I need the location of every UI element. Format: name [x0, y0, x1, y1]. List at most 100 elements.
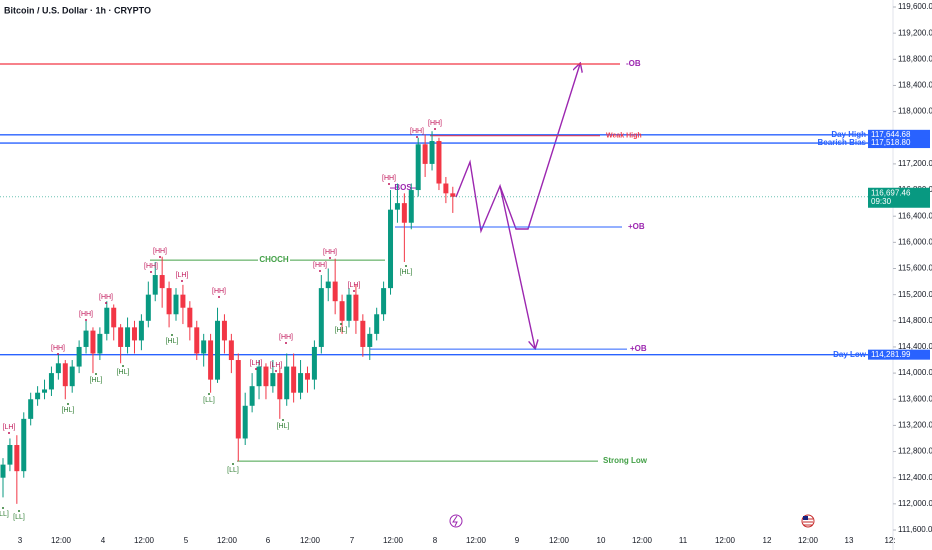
y-tick-label: 113,200.00 — [898, 421, 932, 430]
candle-body — [83, 330, 89, 347]
chart-title: Bitcoin / U.S. Dollar · 1h · CRYPTO — [4, 5, 151, 15]
candle-body — [194, 327, 200, 354]
level-label: Bearish Bias — [818, 138, 867, 147]
candle-body — [125, 327, 131, 347]
swing-dot — [171, 334, 173, 336]
swing-label: [HL] — [90, 377, 103, 384]
swing-label: [LH] — [3, 424, 16, 431]
swing-label: [HL] — [277, 423, 290, 430]
y-tick-label: 118,800.00 — [898, 54, 932, 63]
swing-dot — [218, 296, 220, 298]
candle-body — [152, 275, 158, 295]
y-tick-label: 111,600.00 — [898, 525, 932, 534]
price-badge — [868, 138, 930, 149]
candle-body — [138, 320, 144, 341]
swing-dot — [353, 290, 355, 292]
candle-body — [374, 314, 380, 334]
x-tick-label: 10 — [597, 536, 606, 545]
candle-body — [90, 330, 96, 354]
y-tick-label: 114,400.00 — [898, 342, 932, 351]
price-badge — [868, 129, 930, 140]
candle-body — [422, 144, 428, 164]
x-tick-label: 12:00 — [300, 536, 321, 545]
candle-body — [401, 203, 407, 223]
candle-body — [28, 399, 34, 419]
candle-body — [429, 141, 435, 164]
candle-body — [187, 307, 193, 328]
swing-label: [LL] — [13, 514, 25, 521]
swing-dot — [285, 342, 287, 344]
swing-dot — [57, 353, 59, 355]
candle-body — [159, 275, 165, 289]
swing-label: [HH] — [79, 311, 93, 318]
x-tick-label: 12:00 — [134, 536, 155, 545]
swing-label: [HH] — [144, 263, 158, 270]
candle-body — [76, 346, 82, 367]
level-label: Day High — [831, 130, 866, 139]
candle-body — [325, 281, 331, 289]
candle-body — [311, 346, 317, 380]
swing-label: [LL] — [203, 397, 215, 404]
candle-body — [62, 363, 68, 387]
candle-body — [104, 307, 110, 334]
level-label: -OB — [626, 59, 641, 68]
candle-body — [35, 392, 41, 400]
x-tick-label: 5 — [184, 536, 189, 545]
swing-label: [LH] — [250, 360, 263, 367]
swing-dot — [405, 265, 407, 267]
candle-body — [173, 294, 179, 315]
candle-body — [48, 373, 54, 390]
candle-body — [180, 294, 186, 308]
swing-label: [HH] — [153, 248, 167, 255]
candle-body — [360, 320, 366, 347]
candle-body — [284, 366, 290, 400]
y-tick-label: 119,600.00 — [898, 2, 932, 11]
x-tick-label: 12: — [884, 536, 895, 545]
countdown-label: 09:30 — [871, 197, 892, 206]
x-tick-label: 12:00 — [51, 536, 72, 545]
candle-body — [450, 193, 456, 197]
x-tick-label: 12:00 — [383, 536, 404, 545]
y-tick-label: 118,000.00 — [898, 107, 932, 116]
candle-body — [69, 366, 75, 387]
swing-dot — [275, 370, 277, 372]
x-tick-label: 3 — [18, 536, 23, 545]
level-label: BOS — [394, 183, 412, 192]
candle-body — [7, 445, 13, 465]
candle-body — [415, 144, 421, 191]
candle-body — [235, 360, 241, 439]
candle-body — [318, 288, 324, 347]
candle-body — [111, 307, 117, 328]
y-tick-label: 112,400.00 — [898, 473, 932, 482]
x-tick-label: 6 — [266, 536, 271, 545]
swing-label: [HL] — [335, 327, 348, 334]
y-tick-label: 119,200.00 — [898, 28, 932, 37]
swing-label: [HL] — [166, 338, 179, 345]
x-tick-label: 4 — [101, 536, 106, 545]
y-tick-label: 118,400.00 — [898, 81, 932, 90]
swing-label: [LH] — [348, 282, 361, 289]
swing-dot — [329, 257, 331, 259]
candle-body — [201, 340, 207, 354]
candle-body — [97, 333, 103, 354]
candle-body — [436, 141, 442, 184]
y-tick-label: 115,200.00 — [898, 290, 932, 299]
candle-body — [298, 373, 304, 393]
x-tick-label: 12:00 — [217, 536, 238, 545]
y-tick-label: 115,600.00 — [898, 264, 932, 273]
candle-body — [263, 366, 269, 387]
y-tick-label: 112,800.00 — [898, 447, 932, 456]
flag-icon — [801, 514, 815, 528]
price-badge-label: 117,518.80 — [871, 138, 911, 147]
swing-dot — [255, 368, 257, 370]
y-tick-label: 114,000.00 — [898, 368, 932, 377]
event-icon — [449, 514, 463, 528]
y-tick-label: 114,800.00 — [898, 316, 932, 325]
swing-label: [HH] — [323, 249, 337, 256]
swing-dot — [159, 256, 161, 258]
candle-body — [408, 190, 414, 223]
swing-dot — [181, 280, 183, 282]
candle-body — [339, 301, 345, 321]
candle-body — [277, 373, 283, 400]
